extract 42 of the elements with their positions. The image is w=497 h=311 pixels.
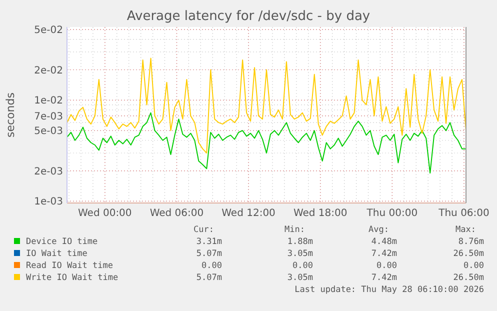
text: 5.07m bbox=[196, 249, 222, 259]
x-tick-label: Thu 00:00 bbox=[366, 208, 418, 219]
y-tick-label: 5e-03 bbox=[34, 126, 63, 138]
text: 7.42m bbox=[371, 249, 397, 259]
text: Max: bbox=[456, 225, 476, 235]
y-tick-label: 7e-03 bbox=[34, 111, 63, 122]
y-tick-label: 5e-02 bbox=[34, 25, 63, 36]
line-series bbox=[66, 112, 466, 174]
legend-label: Read IO Wait time bbox=[26, 261, 113, 271]
text: 26.50m bbox=[453, 249, 484, 259]
x-tick-label: Wed 00:00 bbox=[78, 208, 132, 219]
text: 3.05m bbox=[287, 249, 313, 259]
legend-label: IO Wait time bbox=[26, 249, 88, 259]
x-tick-label: Wed 12:00 bbox=[222, 208, 276, 219]
text: 8.76m bbox=[458, 237, 484, 247]
y-axis-title: seconds bbox=[4, 92, 17, 138]
x-tick-label: Wed 06:00 bbox=[150, 208, 204, 219]
text: 0.00 bbox=[376, 261, 397, 271]
text: 3.05m bbox=[287, 273, 313, 283]
text: 1.88m bbox=[287, 237, 313, 247]
text: 0.00 bbox=[202, 261, 222, 271]
text: 3.31m bbox=[196, 237, 222, 247]
legend-label: Device IO time bbox=[26, 237, 98, 247]
text: Min: bbox=[284, 225, 305, 235]
x-tick-label: Wed 18:00 bbox=[293, 208, 348, 219]
text: 4.48m bbox=[371, 237, 397, 247]
x-tick-label: Thu 06:00 bbox=[438, 208, 490, 219]
text: 0.00 bbox=[292, 261, 313, 271]
text: 0.00 bbox=[464, 261, 484, 271]
y-tick-label: 1e-03 bbox=[34, 196, 63, 208]
text: Avg: bbox=[368, 225, 389, 235]
y-tick-label: 2e-02 bbox=[34, 65, 63, 76]
text: 7.42m bbox=[371, 273, 397, 283]
text: 26.50m bbox=[453, 273, 484, 283]
line-series bbox=[66, 58, 466, 154]
text: Cur: bbox=[194, 225, 214, 235]
chart-title: Average latency for /dev/sdc - by day bbox=[126, 9, 370, 24]
text: Last update: Thu May 28 06:10:00 2026 bbox=[294, 285, 484, 295]
text: 5.07m bbox=[196, 273, 222, 283]
legend-label: Write IO Wait time bbox=[26, 273, 118, 283]
y-tick-label: 2e-03 bbox=[34, 166, 63, 178]
y-tick-label: 1e-02 bbox=[34, 96, 63, 107]
